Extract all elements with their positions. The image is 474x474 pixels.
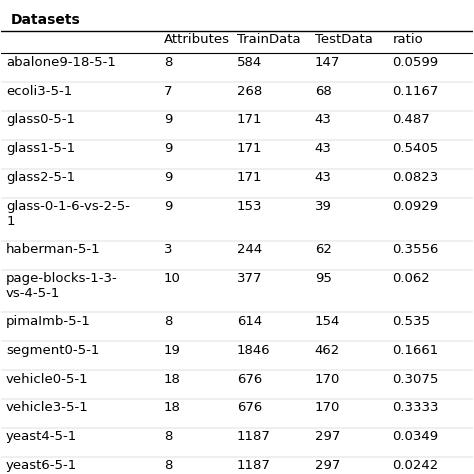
Text: 43: 43 <box>315 113 332 127</box>
Text: 462: 462 <box>315 344 340 356</box>
Text: 584: 584 <box>237 55 262 69</box>
Text: 0.0823: 0.0823 <box>392 171 439 184</box>
Text: vehicle3-5-1: vehicle3-5-1 <box>6 401 89 414</box>
Text: 171: 171 <box>237 142 263 155</box>
Text: segment0-5-1: segment0-5-1 <box>6 344 100 356</box>
Text: yeast4-5-1: yeast4-5-1 <box>6 430 77 443</box>
Text: vehicle0-5-1: vehicle0-5-1 <box>6 373 89 385</box>
Text: 154: 154 <box>315 315 340 328</box>
Text: 9: 9 <box>164 142 173 155</box>
Text: 95: 95 <box>315 272 332 285</box>
Text: 170: 170 <box>315 401 340 414</box>
Text: 7: 7 <box>164 84 173 98</box>
Text: 9: 9 <box>164 171 173 184</box>
Text: 297: 297 <box>315 459 340 472</box>
Text: 147: 147 <box>315 55 340 69</box>
Text: 0.0929: 0.0929 <box>392 201 438 213</box>
Text: 0.1661: 0.1661 <box>392 344 439 356</box>
Text: 1846: 1846 <box>237 344 271 356</box>
Text: 676: 676 <box>237 373 262 385</box>
Text: glass2-5-1: glass2-5-1 <box>6 171 75 184</box>
Text: glass1-5-1: glass1-5-1 <box>6 142 75 155</box>
Text: haberman-5-1: haberman-5-1 <box>6 243 101 256</box>
Text: glass-0-1-6-vs-2-5-
1: glass-0-1-6-vs-2-5- 1 <box>6 201 130 228</box>
Text: 614: 614 <box>237 315 262 328</box>
Text: 153: 153 <box>237 201 263 213</box>
Text: 19: 19 <box>164 344 181 356</box>
Text: 10: 10 <box>164 272 181 285</box>
Text: 297: 297 <box>315 430 340 443</box>
Text: ratio: ratio <box>392 33 423 46</box>
Text: 676: 676 <box>237 401 262 414</box>
Text: 43: 43 <box>315 171 332 184</box>
Text: 0.3333: 0.3333 <box>392 401 439 414</box>
Text: 8: 8 <box>164 315 173 328</box>
Text: 171: 171 <box>237 171 263 184</box>
Text: 244: 244 <box>237 243 262 256</box>
Text: TestData: TestData <box>315 33 373 46</box>
Text: 0.0599: 0.0599 <box>392 55 438 69</box>
Text: Attributes: Attributes <box>164 33 230 46</box>
Text: ecoli3-5-1: ecoli3-5-1 <box>6 84 73 98</box>
Text: abalone9-18-5-1: abalone9-18-5-1 <box>6 55 116 69</box>
Text: 0.0242: 0.0242 <box>392 459 439 472</box>
Text: 8: 8 <box>164 459 173 472</box>
Text: 1187: 1187 <box>237 459 271 472</box>
Text: yeast6-5-1: yeast6-5-1 <box>6 459 77 472</box>
Text: 39: 39 <box>315 201 332 213</box>
Text: 0.3075: 0.3075 <box>392 373 439 385</box>
Text: Datasets: Datasets <box>11 13 81 27</box>
Text: 0.0349: 0.0349 <box>392 430 438 443</box>
Text: TrainData: TrainData <box>237 33 301 46</box>
Text: 170: 170 <box>315 373 340 385</box>
Text: 9: 9 <box>164 113 173 127</box>
Text: glass0-5-1: glass0-5-1 <box>6 113 75 127</box>
Text: 62: 62 <box>315 243 332 256</box>
Text: 377: 377 <box>237 272 263 285</box>
Text: 0.5405: 0.5405 <box>392 142 439 155</box>
Text: 0.535: 0.535 <box>392 315 430 328</box>
Text: 0.1167: 0.1167 <box>392 84 439 98</box>
Text: 18: 18 <box>164 373 181 385</box>
Text: 3: 3 <box>164 243 173 256</box>
Text: 8: 8 <box>164 55 173 69</box>
Text: 18: 18 <box>164 401 181 414</box>
Text: page-blocks-1-3-
vs-4-5-1: page-blocks-1-3- vs-4-5-1 <box>6 272 118 300</box>
Text: pimaImb-5-1: pimaImb-5-1 <box>6 315 91 328</box>
Text: 268: 268 <box>237 84 262 98</box>
Text: 171: 171 <box>237 113 263 127</box>
Text: 68: 68 <box>315 84 331 98</box>
Text: 0.487: 0.487 <box>392 113 430 127</box>
Text: 43: 43 <box>315 142 332 155</box>
Text: 8: 8 <box>164 430 173 443</box>
Text: 1187: 1187 <box>237 430 271 443</box>
Text: 0.3556: 0.3556 <box>392 243 439 256</box>
Text: 9: 9 <box>164 201 173 213</box>
Text: 0.062: 0.062 <box>392 272 430 285</box>
